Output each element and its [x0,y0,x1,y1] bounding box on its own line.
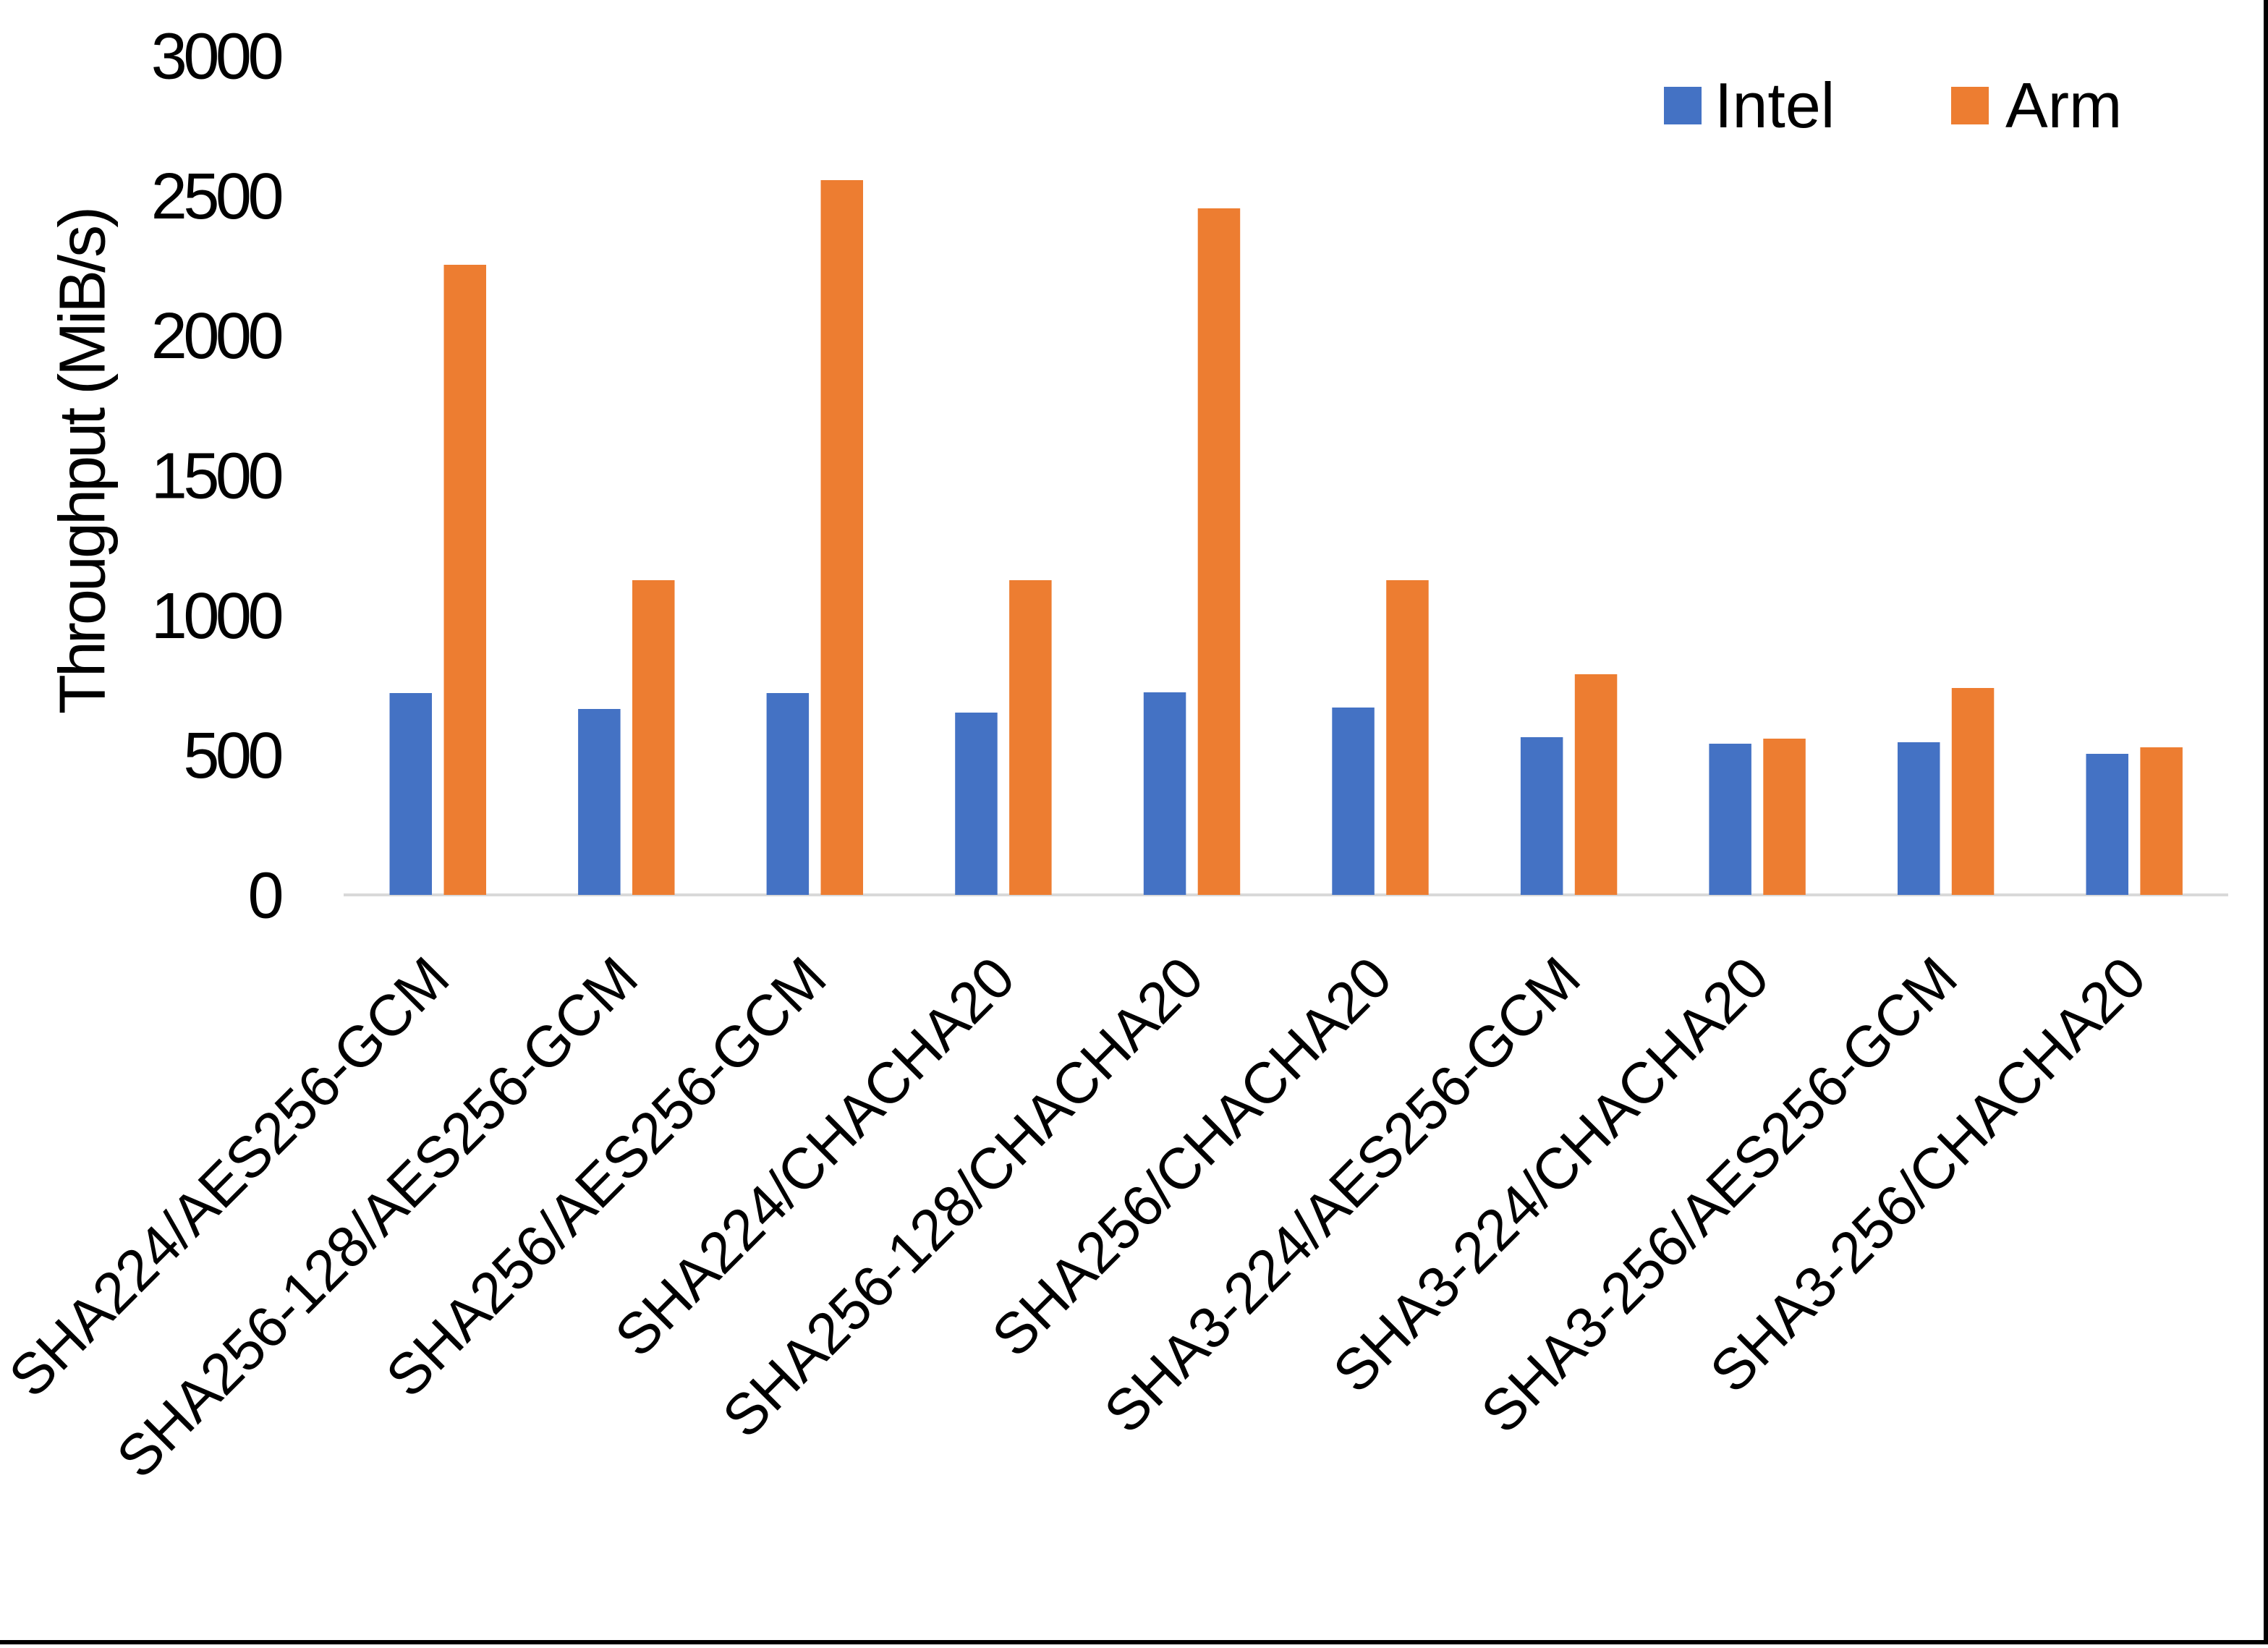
svg-text:500: 500 [183,720,281,792]
svg-text:2000: 2000 [151,300,282,373]
svg-text:2500: 2500 [151,161,282,233]
svg-text:1500: 1500 [151,441,282,513]
svg-text:1000: 1000 [151,580,282,653]
svg-text:Intel: Intel [1715,69,1835,141]
svg-text:3000: 3000 [151,21,282,93]
svg-text:Arm: Arm [2005,69,2122,141]
svg-text:0: 0 [247,859,281,932]
svg-text:Throughput (MiB/s): Throughput (MiB/s) [46,209,119,714]
